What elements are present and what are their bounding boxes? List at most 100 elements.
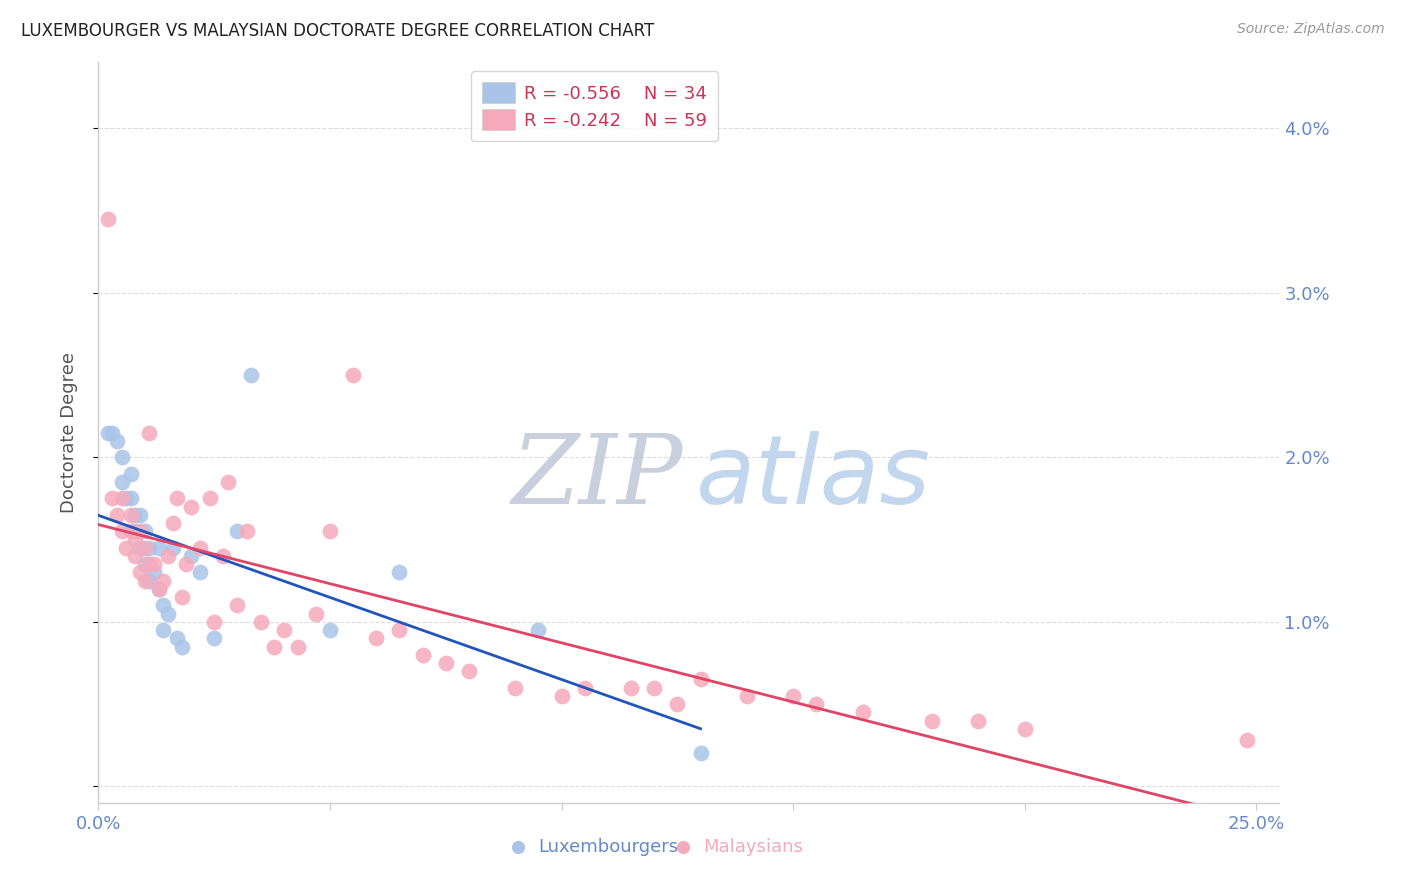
Point — [319, 623, 342, 637]
Point — [138, 425, 160, 440]
Point — [105, 434, 128, 448]
Point — [152, 599, 174, 613]
Point — [735, 689, 758, 703]
Text: ZIP: ZIP — [512, 430, 683, 524]
Point — [434, 656, 457, 670]
Point — [458, 664, 481, 678]
Point — [503, 681, 526, 695]
Point — [1236, 733, 1258, 747]
Point — [287, 640, 309, 654]
Point — [319, 524, 342, 539]
Point — [1014, 722, 1036, 736]
Point — [388, 566, 411, 580]
Point — [852, 706, 875, 720]
Point — [148, 582, 170, 596]
Point — [124, 508, 146, 522]
Point — [156, 549, 179, 563]
Point — [305, 607, 328, 621]
Point — [212, 549, 235, 563]
Point — [134, 574, 156, 588]
Point — [110, 524, 132, 539]
Point — [97, 211, 120, 226]
Point — [129, 566, 152, 580]
Point — [240, 368, 263, 382]
Point — [412, 648, 434, 662]
Point — [180, 549, 202, 563]
Y-axis label: Doctorate Degree: Doctorate Degree — [59, 352, 77, 513]
Point — [342, 368, 364, 382]
Point — [170, 590, 193, 604]
Point — [620, 681, 643, 695]
Point — [101, 425, 124, 440]
Point — [134, 524, 156, 539]
Text: atlas: atlas — [695, 431, 929, 524]
Point — [101, 491, 124, 506]
Point — [148, 541, 170, 555]
Point — [689, 673, 711, 687]
Point — [134, 541, 156, 555]
Point — [226, 524, 249, 539]
Point — [643, 681, 665, 695]
Point — [110, 475, 132, 489]
Point — [166, 491, 188, 506]
Point — [166, 632, 188, 646]
Text: LUXEMBOURGER VS MALAYSIAN DOCTORATE DEGREE CORRELATION CHART: LUXEMBOURGER VS MALAYSIAN DOCTORATE DEGR… — [21, 22, 654, 40]
Point — [148, 582, 170, 596]
Point — [152, 623, 174, 637]
Point — [249, 615, 271, 629]
Point — [152, 574, 174, 588]
Point — [176, 558, 198, 572]
Point — [124, 533, 146, 547]
Point — [138, 574, 160, 588]
Point — [156, 607, 179, 621]
Text: Source: ZipAtlas.com: Source: ZipAtlas.com — [1237, 22, 1385, 37]
Point — [129, 541, 152, 555]
Point — [120, 491, 142, 506]
Point — [120, 524, 142, 539]
Point — [806, 697, 828, 711]
Point — [138, 541, 160, 555]
Point — [143, 566, 166, 580]
Point — [97, 425, 120, 440]
Point — [388, 623, 411, 637]
Point — [120, 508, 142, 522]
Point — [689, 747, 711, 761]
Point — [124, 549, 146, 563]
Text: Luxembourgers: Luxembourgers — [537, 838, 678, 856]
Point — [202, 615, 225, 629]
Point — [134, 558, 156, 572]
Point — [226, 599, 249, 613]
Point — [235, 524, 257, 539]
Point — [263, 640, 285, 654]
Point — [188, 566, 211, 580]
Point — [198, 491, 221, 506]
Point — [217, 475, 239, 489]
Point — [273, 623, 295, 637]
Point — [574, 681, 596, 695]
Point — [188, 541, 211, 555]
Point — [129, 508, 152, 522]
Point — [967, 714, 990, 728]
Point — [120, 467, 142, 481]
Point — [105, 508, 128, 522]
Point — [666, 697, 689, 711]
Point — [170, 640, 193, 654]
Point — [110, 450, 132, 465]
Point — [162, 516, 184, 530]
Point — [124, 524, 146, 539]
Point — [115, 541, 138, 555]
Point — [550, 689, 572, 703]
Point — [180, 500, 202, 514]
Point — [138, 558, 160, 572]
Point — [110, 491, 132, 506]
Point — [202, 632, 225, 646]
Point — [143, 558, 166, 572]
Point — [366, 632, 388, 646]
Legend: R = -0.556    N = 34, R = -0.242    N = 59: R = -0.556 N = 34, R = -0.242 N = 59 — [471, 71, 717, 141]
Point — [782, 689, 804, 703]
Point — [115, 491, 138, 506]
Point — [129, 524, 152, 539]
Point — [527, 623, 550, 637]
Text: Malaysians: Malaysians — [703, 838, 803, 856]
Point — [921, 714, 943, 728]
